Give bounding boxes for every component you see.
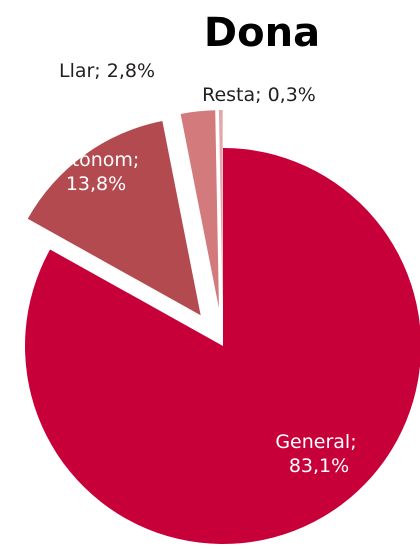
slice-label-general-line-1: General; — [275, 431, 356, 453]
slice-label-autonom-line-2: 13,8% — [66, 173, 126, 195]
slice-label-resta: Resta; 0,3% — [202, 84, 316, 106]
pie-slice-general — [25, 148, 420, 544]
slice-label-autonom: Autònom; 13,8% — [47, 149, 146, 195]
slice-label-general: General; 83,1% — [275, 431, 362, 477]
pie-slice-autonom — [27, 121, 201, 316]
slice-label-general-line-2: 83,1% — [289, 455, 349, 477]
pie-slice-resta — [218, 110, 223, 309]
pie-slice-llar — [180, 110, 219, 309]
chart-title: Dona — [204, 10, 320, 56]
slice-label-llar: Llar; 2,8% — [59, 60, 155, 82]
slice-label-autonom-line-1: Autònom; — [47, 149, 140, 171]
pie-slices — [25, 110, 420, 544]
